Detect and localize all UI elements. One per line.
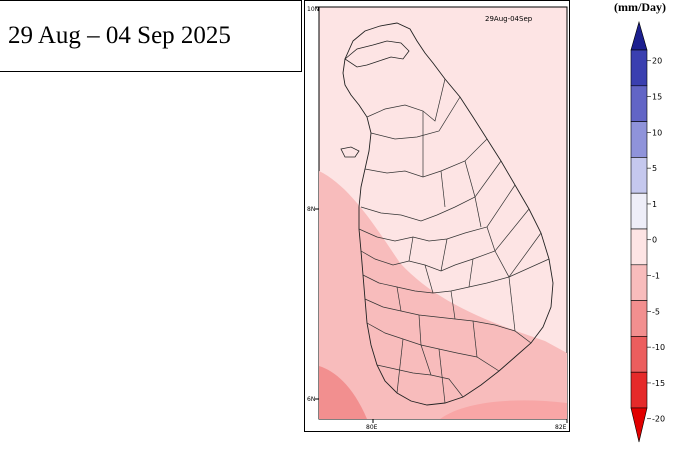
map-svg: 10N 8N 6N 80E 82E 29Aug-04Sep xyxy=(307,6,568,431)
colorbar-segment xyxy=(630,336,648,373)
lon-label-80e: 80E xyxy=(366,424,378,431)
colorbar-segment xyxy=(630,228,648,266)
date-range-text: 29 Aug – 04 Sep 2025 xyxy=(8,22,231,49)
colorbar-tick-label: 15 xyxy=(652,93,662,102)
rainfall-anomaly-map: 10N 8N 6N 80E 82E 29Aug-04Sep xyxy=(304,0,570,432)
colorbar-tick-label: 20 xyxy=(652,57,662,66)
colorbar-segment xyxy=(630,300,648,337)
colorbar-tick-label: 1 xyxy=(652,200,657,209)
colorbar-segment xyxy=(630,121,648,158)
colorbar-tick-label: -10 xyxy=(652,343,665,352)
colorbar-top-arrow xyxy=(630,20,648,51)
lon-label-82e: 82E xyxy=(555,424,567,431)
anomaly-band-minus5-to-minus10 xyxy=(319,366,367,419)
colorbar-segment xyxy=(630,371,648,409)
mannar-island xyxy=(340,146,360,158)
jaffna-peninsula xyxy=(344,40,410,68)
colorbar-segment xyxy=(630,49,648,87)
colorbar-segment xyxy=(630,264,648,301)
colorbar-tick-label: -20 xyxy=(652,415,665,424)
date-range-title: 29 Aug – 04 Sep 2025 xyxy=(0,0,302,72)
colorbar-tick-label: -15 xyxy=(652,379,665,388)
inset-date-label: 29Aug-04Sep xyxy=(485,15,533,23)
colorbar-bottom-arrow xyxy=(630,407,648,443)
lat-label-8n: 8N xyxy=(307,206,315,213)
colorbar-tick-label: 5 xyxy=(652,164,657,173)
colorbar-unit: (mm/Day) xyxy=(614,0,666,14)
lat-label-10n: 10N xyxy=(307,6,319,13)
anomaly-colorbar: (mm/Day) 20 15 10 5 1 0 -1 -5 -10 -15 -20 xyxy=(605,0,679,454)
colorbar-tick-label: 10 xyxy=(652,128,662,137)
colorbar-segment xyxy=(630,85,648,122)
lat-label-6n: 6N xyxy=(307,396,315,403)
colorbar-segment xyxy=(630,192,648,230)
axis-ticks xyxy=(315,6,568,423)
colorbar-segment xyxy=(630,157,648,194)
colorbar-tick-label: 0 xyxy=(652,236,657,245)
anomaly-band-minus5-to-minus10-east xyxy=(440,400,567,419)
anomaly-band-minus1-to-minus5 xyxy=(319,171,567,419)
colorbar-tick-label: -1 xyxy=(652,272,660,281)
colorbar-tick-label: -5 xyxy=(652,307,660,316)
district-boundaries xyxy=(358,78,550,404)
